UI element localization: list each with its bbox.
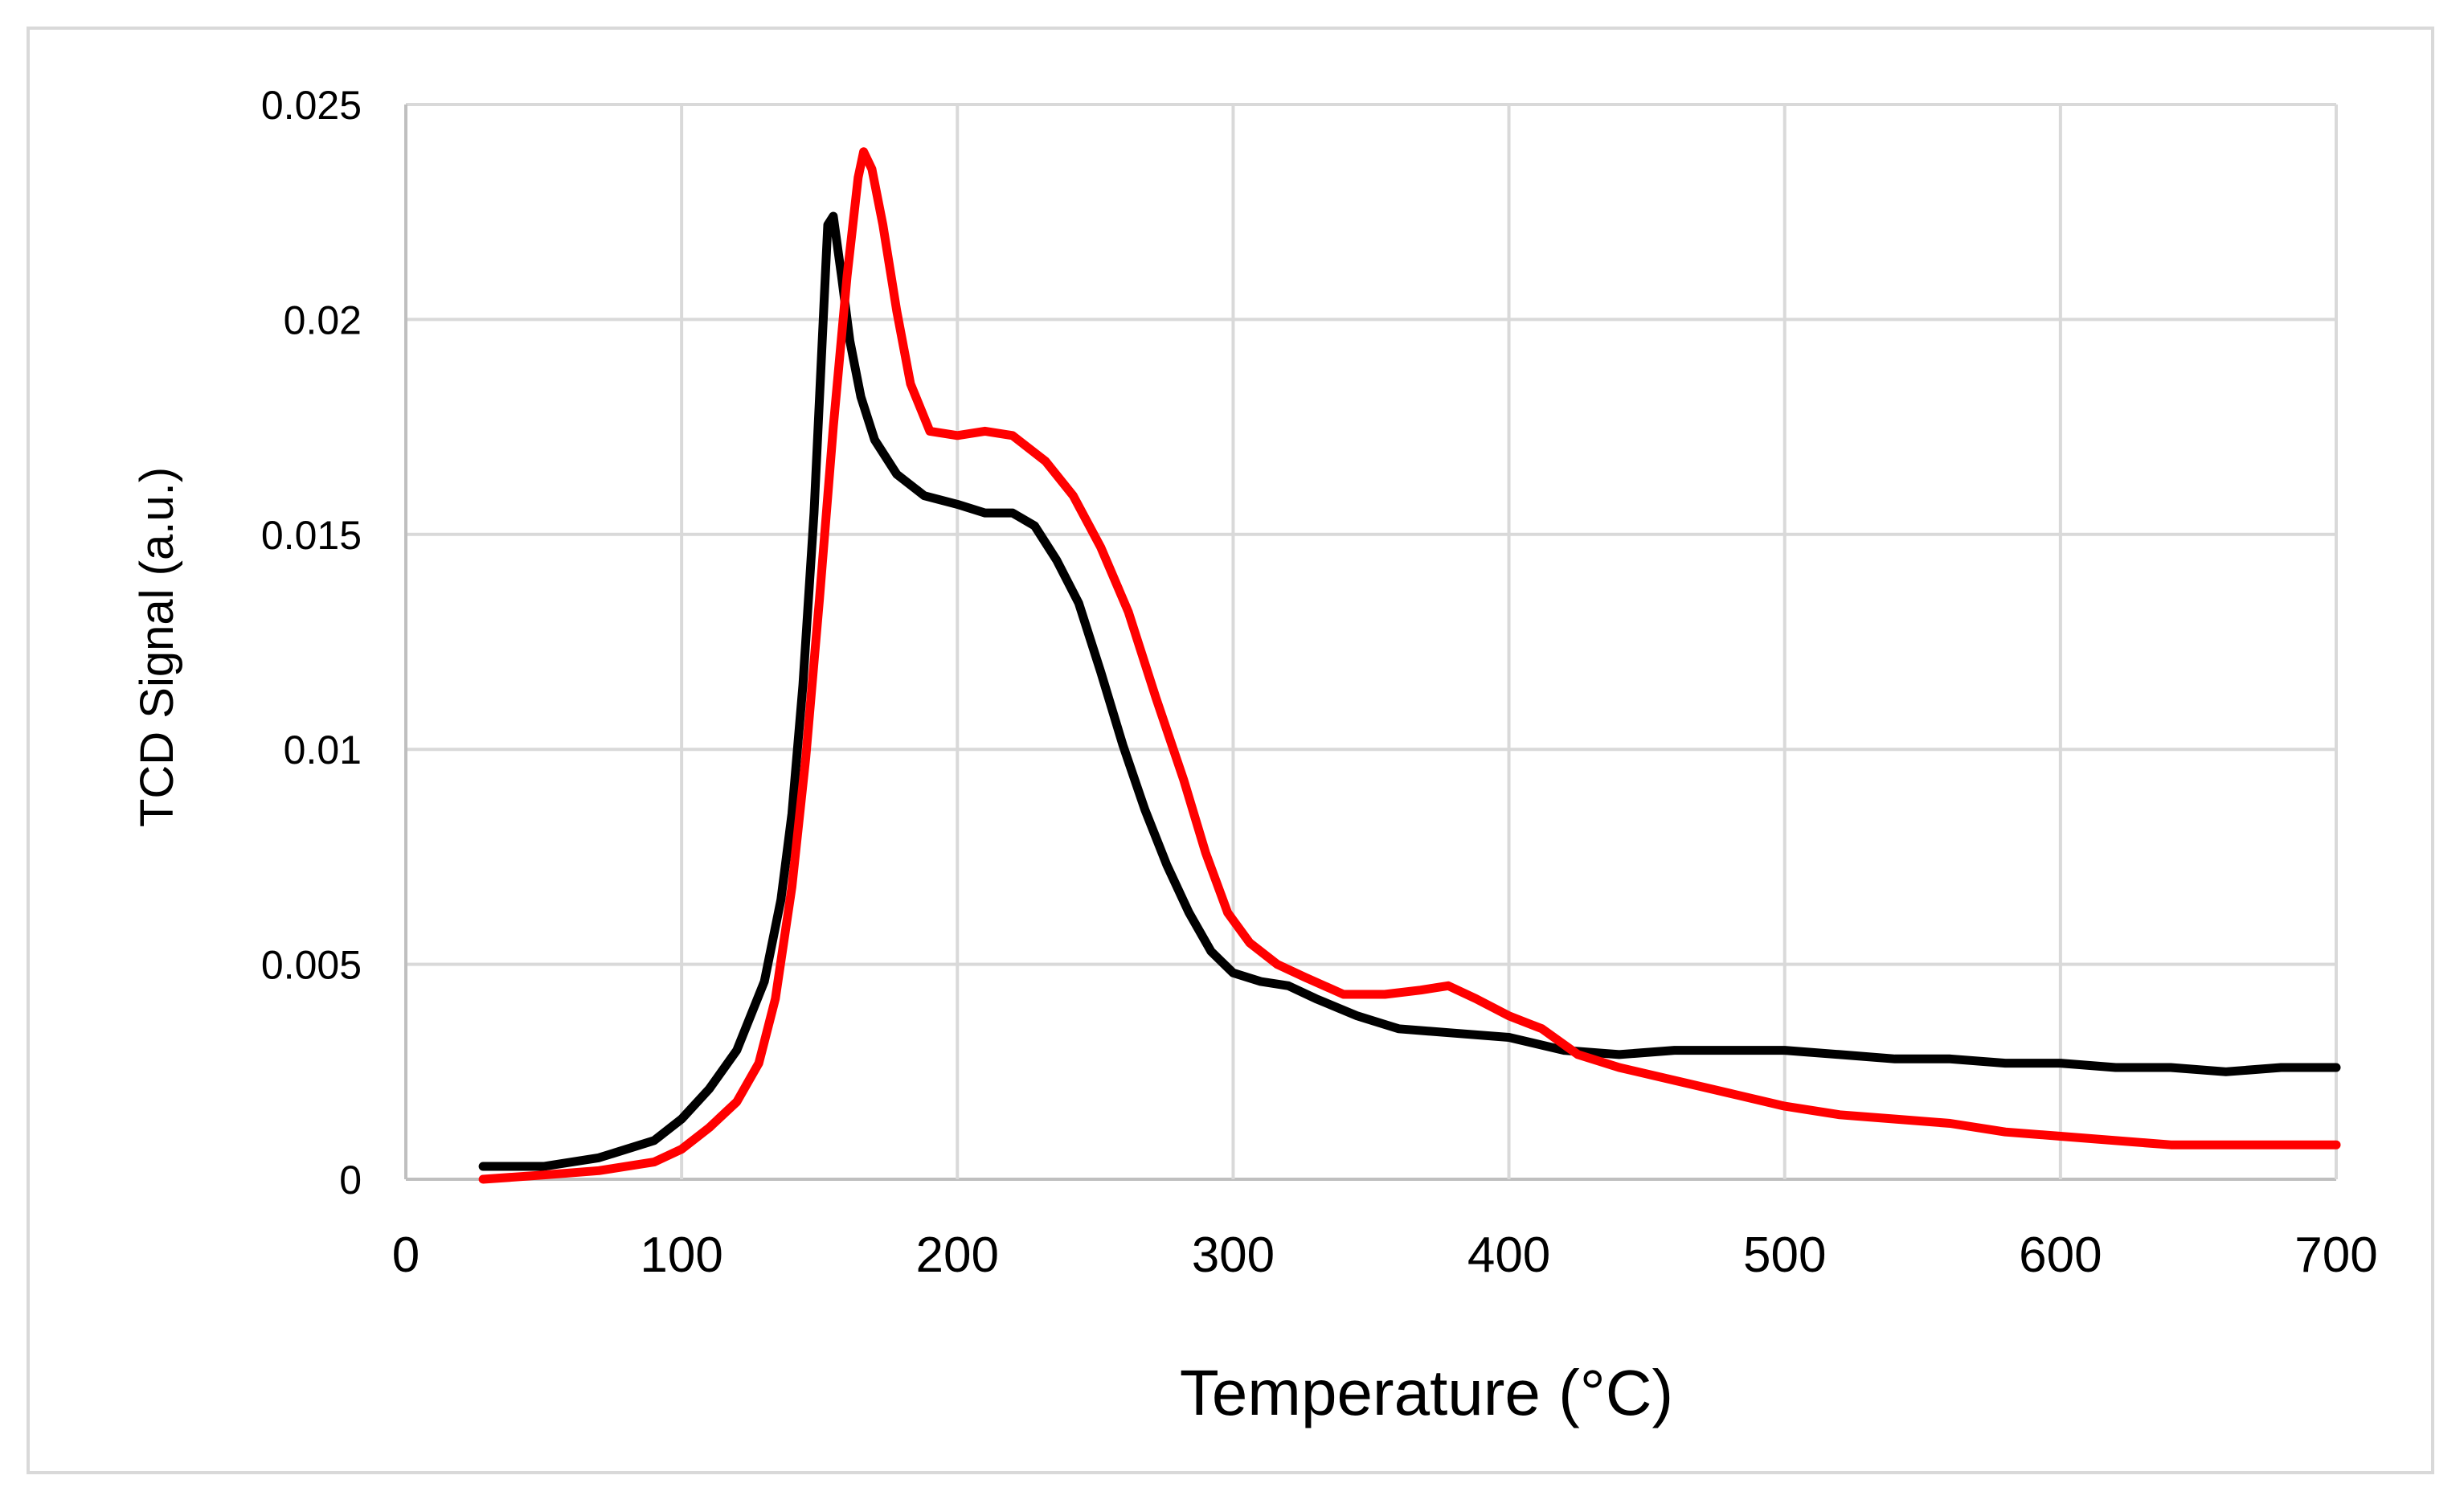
- x-tick-label: 200: [916, 1227, 999, 1283]
- x-axis-title: Temperature (°C): [1180, 1357, 1673, 1428]
- series-lines: [478, 147, 2341, 1184]
- black-series-line: [478, 211, 2341, 1171]
- y-tick-label: 0.005: [261, 943, 362, 988]
- x-tick-label: 700: [2294, 1227, 2377, 1283]
- x-tick-label: 0: [392, 1227, 420, 1283]
- y-tick-label: 0.01: [284, 727, 362, 772]
- y-axis-title: TCD Signal (a.u.): [131, 467, 183, 827]
- red-series-line: [478, 147, 2341, 1184]
- y-tick-label: 0.025: [261, 83, 362, 128]
- x-tick-label: 400: [1467, 1227, 1550, 1283]
- x-tick-label: 300: [1192, 1227, 1275, 1283]
- y-tick-label: 0.02: [284, 297, 362, 342]
- x-tick-label: 600: [2019, 1227, 2102, 1283]
- gridlines: [404, 103, 2338, 1181]
- y-tick-label: 0.015: [261, 513, 362, 558]
- tick-labels: 0 0.005 0.01 0.015 0.02 0.025 0 100 200 300 400 500…: [261, 83, 2378, 1283]
- x-tick-label: 100: [640, 1227, 722, 1283]
- x-tick-label: 500: [1743, 1227, 1826, 1283]
- y-tick-label: 0: [339, 1158, 362, 1203]
